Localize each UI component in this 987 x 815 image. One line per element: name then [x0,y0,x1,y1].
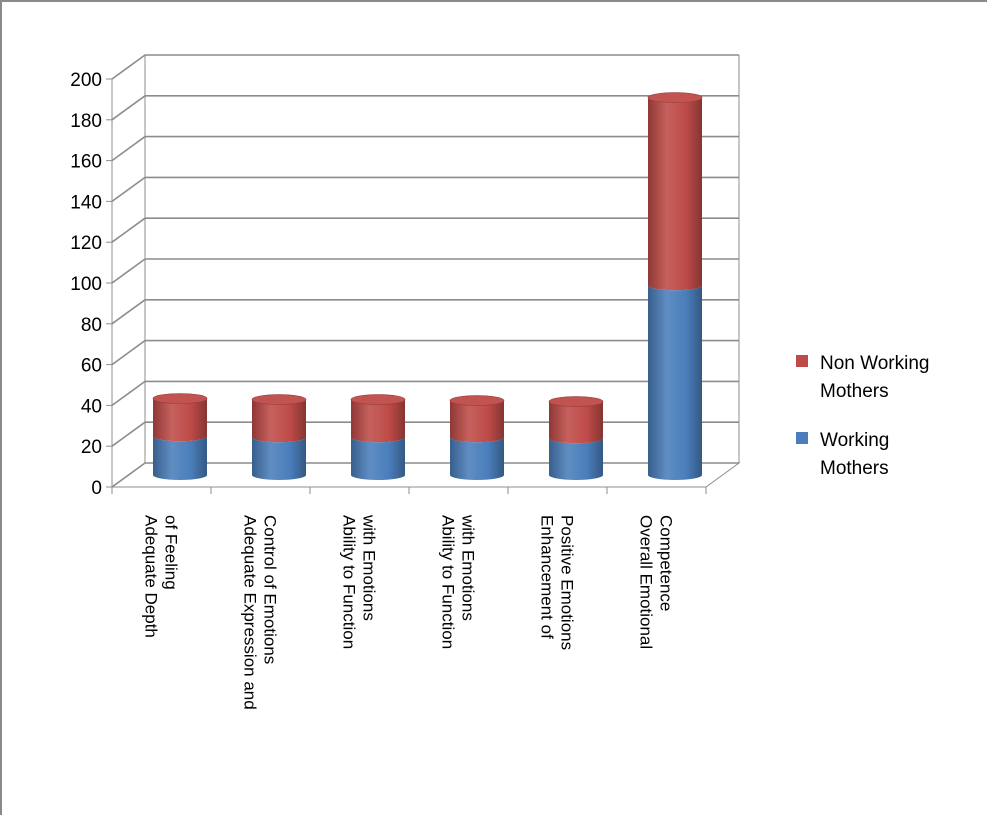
bar-stack [350,394,406,480]
x-category-label: Adequate Expression andControl of Emotio… [241,515,280,710]
bar-stack [548,396,604,480]
bar-top-cap [548,396,604,407]
bar-segment [351,399,405,443]
y-axis-ticks: 0 20 40 60 80 100 120 140 160 180 200 [70,70,707,499]
gridlines [111,54,739,488]
bar-stack [449,395,505,480]
legend-label: Non Working Mothers [820,353,929,402]
bar-top-cap [449,395,505,406]
gridline [111,380,739,407]
gridline [111,217,739,243]
bar-segment [153,436,207,480]
y-tick-label: 80 [81,315,102,336]
y-tick-label: 0 [91,478,102,499]
gridline [111,258,739,284]
y-tick-label: 180 [70,111,102,132]
y-tick-label: 160 [70,152,102,173]
bar-top-cap [251,394,307,405]
legend-label: Working Mothers [820,430,889,479]
x-category-label: Overall EmotionalCompetence [637,515,676,649]
gridline [111,135,739,162]
gridline [111,54,739,80]
bar-top-cap [350,394,406,405]
y-tick-label: 40 [81,396,102,417]
gridline [111,95,739,121]
bar-segment [351,437,405,480]
y-tick-label: 20 [81,437,102,458]
x-category-label: Ability to Functionwith Emotions [340,514,379,649]
legend-item: Working Mothers [796,430,889,479]
bar-segment [252,437,306,480]
x-category-label: Ability to Functionwith Emotions [439,514,478,649]
bar-stack [647,92,703,480]
bar-segment [648,285,702,480]
gridline [111,299,739,325]
gridline [111,339,739,366]
bars [152,92,703,480]
bar-segment [252,399,306,443]
y-tick-label: 60 [81,356,102,377]
y-tick-label: 120 [70,233,102,254]
legend-swatch [796,432,808,444]
legend: Non Working Mothers Working Mothers [796,353,929,479]
x-axis-labels: Adequate Depthof Feeling Adequate Express… [142,514,676,710]
y-tick-label: 200 [70,70,102,91]
bar-segment [549,438,603,480]
legend-item: Non Working Mothers [796,353,929,402]
bar-segment [549,401,603,444]
y-tick-label: 100 [70,274,102,295]
legend-swatch [796,355,808,367]
gridline [111,176,739,203]
y-tick-label: 140 [70,192,102,213]
bar-top-cap [647,92,703,103]
x-category-label: Adequate Depthof Feeling [142,515,181,638]
bar-segment [450,400,504,443]
bar-segment [153,398,207,442]
bar-top-cap [152,393,208,404]
bar-segment [648,97,702,291]
gridline [111,421,739,447]
bar-stack [152,393,208,480]
gridline [111,462,739,488]
bar-stack [251,394,307,480]
x-category-label: Enhancement ofPositive Emotions [538,515,577,650]
bar-segment [450,437,504,480]
